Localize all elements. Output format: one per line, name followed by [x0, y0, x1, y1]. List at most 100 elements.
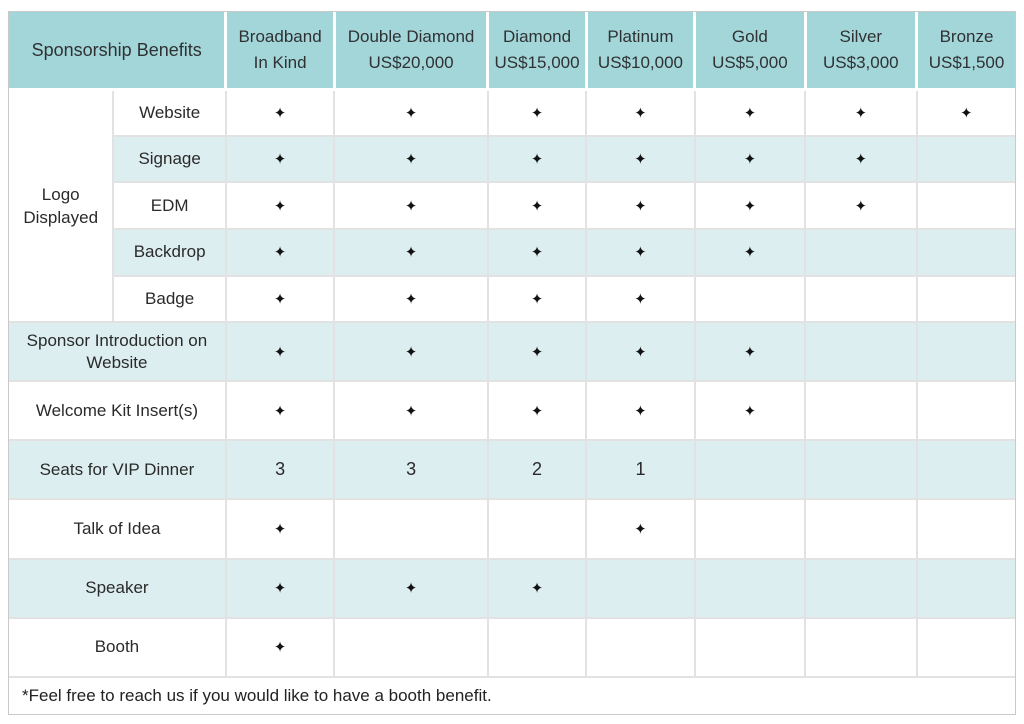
logo-displayed-group-cell: Logo Displayed — [9, 87, 115, 324]
tier-header-diamond: Diamond US$15,000 — [486, 12, 588, 91]
benefit-mark-cell: ✦ — [224, 557, 336, 619]
benefit-mark-cell: ✦ — [224, 274, 336, 324]
benefit-mark-cell: ✦ — [224, 134, 336, 184]
benefit-label: Speaker — [9, 557, 227, 619]
benefit-mark-cell: ✦ — [585, 88, 696, 137]
empty-cell — [585, 616, 696, 678]
tier-header-broadband: Broadband In Kind — [224, 12, 336, 91]
tier-name: Gold — [731, 26, 768, 46]
benefit-row-badge: Badge ✦ ✦ ✦ ✦ — [9, 274, 1015, 324]
benefit-mark-cell: ✦ — [333, 274, 489, 324]
empty-cell — [486, 498, 588, 560]
benefit-label: Booth — [9, 616, 227, 678]
tier-price: US$3,000 — [823, 52, 899, 72]
footnote-text: *Feel free to reach us if you would like… — [9, 675, 1015, 714]
benefit-mark-cell: ✦ — [486, 557, 588, 619]
empty-cell — [804, 227, 918, 277]
empty-cell — [693, 557, 807, 619]
benefit-row-speaker: Speaker ✦ ✦ ✦ — [9, 557, 1015, 619]
benefit-mark-cell: ✦ — [333, 557, 489, 619]
tier-name: Platinum — [607, 26, 674, 46]
empty-cell — [333, 616, 489, 678]
benefit-value-cell: 3 — [333, 439, 489, 501]
benefit-mark-cell: ✦ — [585, 380, 696, 442]
empty-cell — [693, 616, 807, 678]
empty-cell — [915, 439, 1015, 501]
benefit-mark-cell: ✦ — [224, 321, 336, 383]
tier-price: US$1,500 — [928, 52, 1005, 72]
benefit-mark-cell: ✦ — [486, 321, 588, 383]
benefit-row-talk-of-idea: Talk of Idea ✦ ✦ — [9, 498, 1015, 560]
benefit-row-welcome-kit-insert-s: Welcome Kit Insert(s) ✦ ✦ ✦ ✦ ✦ — [9, 380, 1015, 442]
empty-cell — [804, 557, 918, 619]
benefit-label: Talk of Idea — [9, 498, 227, 560]
empty-cell — [915, 380, 1015, 442]
footnote-row: *Feel free to reach us if you would like… — [9, 675, 1015, 714]
benefit-mark-cell: ✦ — [486, 134, 588, 184]
benefit-mark-cell: ✦ — [693, 181, 807, 230]
table-body: Logo Displayed Website ✦ ✦ ✦ ✦ ✦ ✦ ✦ Signage ✦ ✦ ✦ ✦ ✦… — [9, 87, 1015, 714]
benefit-value-cell: 1 — [585, 439, 696, 501]
benefit-mark-cell: ✦ — [693, 88, 807, 137]
benefit-label: Badge — [113, 274, 227, 324]
benefit-mark-cell: ✦ — [486, 181, 588, 230]
empty-cell — [333, 498, 489, 560]
benefit-mark-cell: ✦ — [333, 88, 489, 137]
benefit-row-backdrop: Backdrop ✦ ✦ ✦ ✦ ✦ — [9, 227, 1015, 277]
empty-cell — [915, 181, 1015, 230]
benefit-row-website: Logo Displayed Website ✦ ✦ ✦ ✦ ✦ ✦ ✦ — [9, 87, 1015, 324]
benefit-row-seats-for-vip-dinner: Seats for VIP Dinner 3 3 2 1 — [9, 439, 1015, 501]
sponsorship-benefits-table: Sponsorship Benefits Broadband In Kind Dou… — [8, 11, 1016, 715]
benefit-label: Backdrop — [113, 227, 227, 277]
benefit-mark-cell: ✦ — [585, 498, 696, 560]
benefit-mark-cell: ✦ — [585, 181, 696, 230]
empty-cell — [915, 274, 1015, 324]
empty-cell — [804, 380, 918, 442]
tier-name: Diamond — [503, 26, 572, 46]
benefit-mark-cell: ✦ — [333, 321, 489, 383]
empty-cell — [804, 439, 918, 501]
empty-cell — [486, 616, 588, 678]
benefit-mark-cell: ✦ — [224, 616, 336, 678]
benefit-mark-cell: ✦ — [224, 227, 336, 277]
empty-cell — [915, 616, 1015, 678]
benefit-label: Sponsor Introduction on Website — [9, 321, 227, 383]
benefit-mark-cell: ✦ — [486, 274, 588, 324]
tier-header-double-diamond: Double Diamond US$20,000 — [332, 12, 490, 91]
tier-price: US$5,000 — [712, 52, 788, 72]
benefit-mark-cell: ✦ — [486, 380, 588, 442]
benefit-mark-cell: ✦ — [224, 88, 336, 137]
benefit-value-cell: 3 — [224, 439, 336, 501]
benefits-table: Sponsorship Benefits Broadband In Kind Dou… — [9, 12, 1015, 714]
empty-cell — [804, 616, 918, 678]
benefit-label: Signage — [113, 134, 227, 184]
tier-header-gold: Gold US$5,000 — [693, 12, 807, 91]
tier-price: US$15,000 — [494, 52, 580, 72]
benefit-mark-cell: ✦ — [693, 321, 807, 383]
table-header: Sponsorship Benefits Broadband In Kind Dou… — [9, 12, 1015, 91]
empty-cell — [915, 557, 1015, 619]
empty-cell — [693, 439, 807, 501]
benefit-row-edm: EDM ✦ ✦ ✦ ✦ ✦ ✦ — [9, 181, 1015, 230]
tier-name: Broadband — [238, 26, 322, 46]
empty-cell — [804, 274, 918, 324]
benefit-mark-cell: ✦ — [333, 227, 489, 277]
header-row: Sponsorship Benefits Broadband In Kind Dou… — [9, 12, 1015, 91]
tier-price: In Kind — [253, 52, 307, 72]
benefit-row-sponsor-introduction-on-website: Sponsor Introduction on Website ✦ ✦ ✦ ✦ ✦ — [9, 321, 1015, 383]
benefit-label: Website — [112, 88, 227, 137]
tier-price: US$20,000 — [368, 52, 454, 72]
benefit-value-cell: 2 — [486, 439, 588, 501]
benefit-mark-cell: ✦ — [224, 380, 336, 442]
empty-cell — [693, 274, 807, 324]
empty-cell — [915, 227, 1015, 277]
benefit-mark-cell: ✦ — [804, 181, 918, 230]
benefit-mark-cell: ✦ — [585, 274, 696, 324]
benefit-mark-cell: ✦ — [693, 380, 807, 442]
benefit-mark-cell: ✦ — [693, 134, 807, 184]
benefit-mark-cell: ✦ — [693, 227, 807, 277]
empty-cell — [804, 321, 918, 383]
benefit-mark-cell: ✦ — [585, 227, 696, 277]
empty-cell — [915, 498, 1015, 560]
